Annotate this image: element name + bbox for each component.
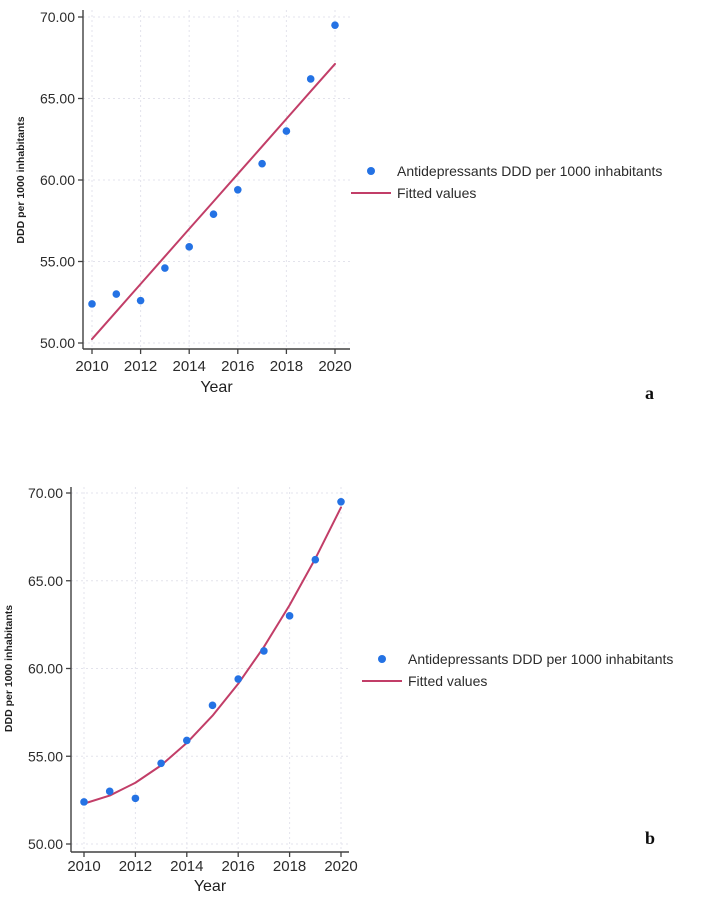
- chart-b-plot: 50.00 55.00 60.00 65.00 70.00 2010 2012 2014 201…: [3, 485, 358, 895]
- y-tick-label: 50.00: [40, 335, 75, 351]
- data-point: [80, 798, 88, 806]
- x-axis-title: Year: [194, 878, 227, 895]
- legend-label-fit: Fitted values: [408, 673, 488, 689]
- data-point: [112, 290, 121, 298]
- y-tick-label: 55.00: [40, 254, 75, 270]
- x-tick-label: 2020: [318, 358, 351, 375]
- data-point: [260, 647, 268, 655]
- legend-b: Antidepressants DDD per 1000 inhabitants…: [360, 648, 673, 692]
- data-point: [136, 296, 145, 305]
- data-point: [209, 210, 218, 219]
- data-point: [282, 127, 291, 135]
- y-tick-label: 65.00: [28, 573, 63, 589]
- y-tick-label: 55.00: [28, 748, 63, 764]
- data-point: [183, 736, 191, 745]
- swatch-cell: [349, 167, 393, 175]
- x-tick-label: 2010: [67, 858, 100, 875]
- data-point: [337, 497, 345, 506]
- y-tick-label: 70.00: [40, 9, 75, 25]
- legend-item-fit: Fitted values: [349, 182, 662, 204]
- y-axis-title: DDD per 1000 inhabitants: [3, 605, 15, 732]
- y-tick-label: 60.00: [40, 172, 75, 188]
- legend-label-scatter: Antidepressants DDD per 1000 inhabitants: [397, 163, 663, 179]
- dot-marker-icon: [367, 167, 375, 175]
- data-point: [131, 794, 140, 803]
- y-tick-label: 50.00: [28, 836, 63, 852]
- data-point: [185, 243, 193, 251]
- x-tick-label: 2016: [221, 358, 254, 375]
- data-point: [88, 300, 96, 308]
- x-tick-label: 2014: [170, 858, 203, 875]
- line-marker-icon: [351, 192, 391, 194]
- data-point: [105, 787, 114, 796]
- figure-b-label: b: [645, 828, 656, 848]
- y-tick-label: 65.00: [40, 91, 75, 107]
- legend-label-scatter: Antidepressants DDD per 1000 inhabitants: [408, 651, 674, 667]
- legend-item-fit: Fitted values: [360, 670, 673, 692]
- legend-item-scatter: Antidepressants DDD per 1000 inhabitants: [360, 648, 673, 670]
- swatch-cell: [360, 680, 404, 682]
- chart-a-plot: 50.00 55.00 60.00 65.00 70.00 2010 2012 2014 201…: [15, 9, 352, 396]
- fitted-line: [91, 62, 336, 341]
- legend-a: Antidepressants DDD per 1000 inhabitants…: [349, 160, 662, 204]
- fitted-line: [83, 506, 342, 805]
- swatch-cell: [349, 192, 393, 194]
- data-point: [331, 21, 339, 29]
- x-tick-label: 2014: [173, 358, 206, 375]
- y-tick-label: 60.00: [28, 661, 63, 677]
- data-point: [161, 264, 169, 272]
- data-point: [157, 759, 165, 768]
- x-tick-label: 2018: [273, 858, 306, 875]
- data-point: [311, 555, 320, 564]
- legend-item-scatter: Antidepressants DDD per 1000 inhabitants: [349, 160, 662, 182]
- data-point: [234, 185, 242, 194]
- data-point: [234, 675, 242, 683]
- x-axis-title: Year: [200, 379, 233, 396]
- y-tick-label: 70.00: [28, 485, 63, 501]
- figure-a-label: a: [645, 383, 654, 403]
- y-axis-title: DDD per 1000 inhabitants: [15, 116, 27, 243]
- line-marker-icon: [362, 680, 402, 682]
- x-tick-label: 2012: [124, 358, 157, 375]
- legend-label-fit: Fitted values: [397, 185, 477, 201]
- dot-marker-icon: [378, 655, 386, 663]
- data-point: [208, 701, 217, 710]
- x-tick-label: 2016: [222, 858, 255, 875]
- x-tick-label: 2020: [324, 858, 357, 875]
- x-tick-label: 2018: [270, 358, 303, 375]
- data-point: [258, 159, 266, 168]
- data-point: [285, 612, 294, 620]
- x-tick-label: 2012: [119, 858, 152, 875]
- data-point: [306, 75, 315, 83]
- swatch-cell: [360, 655, 404, 663]
- x-tick-label: 2010: [75, 358, 108, 375]
